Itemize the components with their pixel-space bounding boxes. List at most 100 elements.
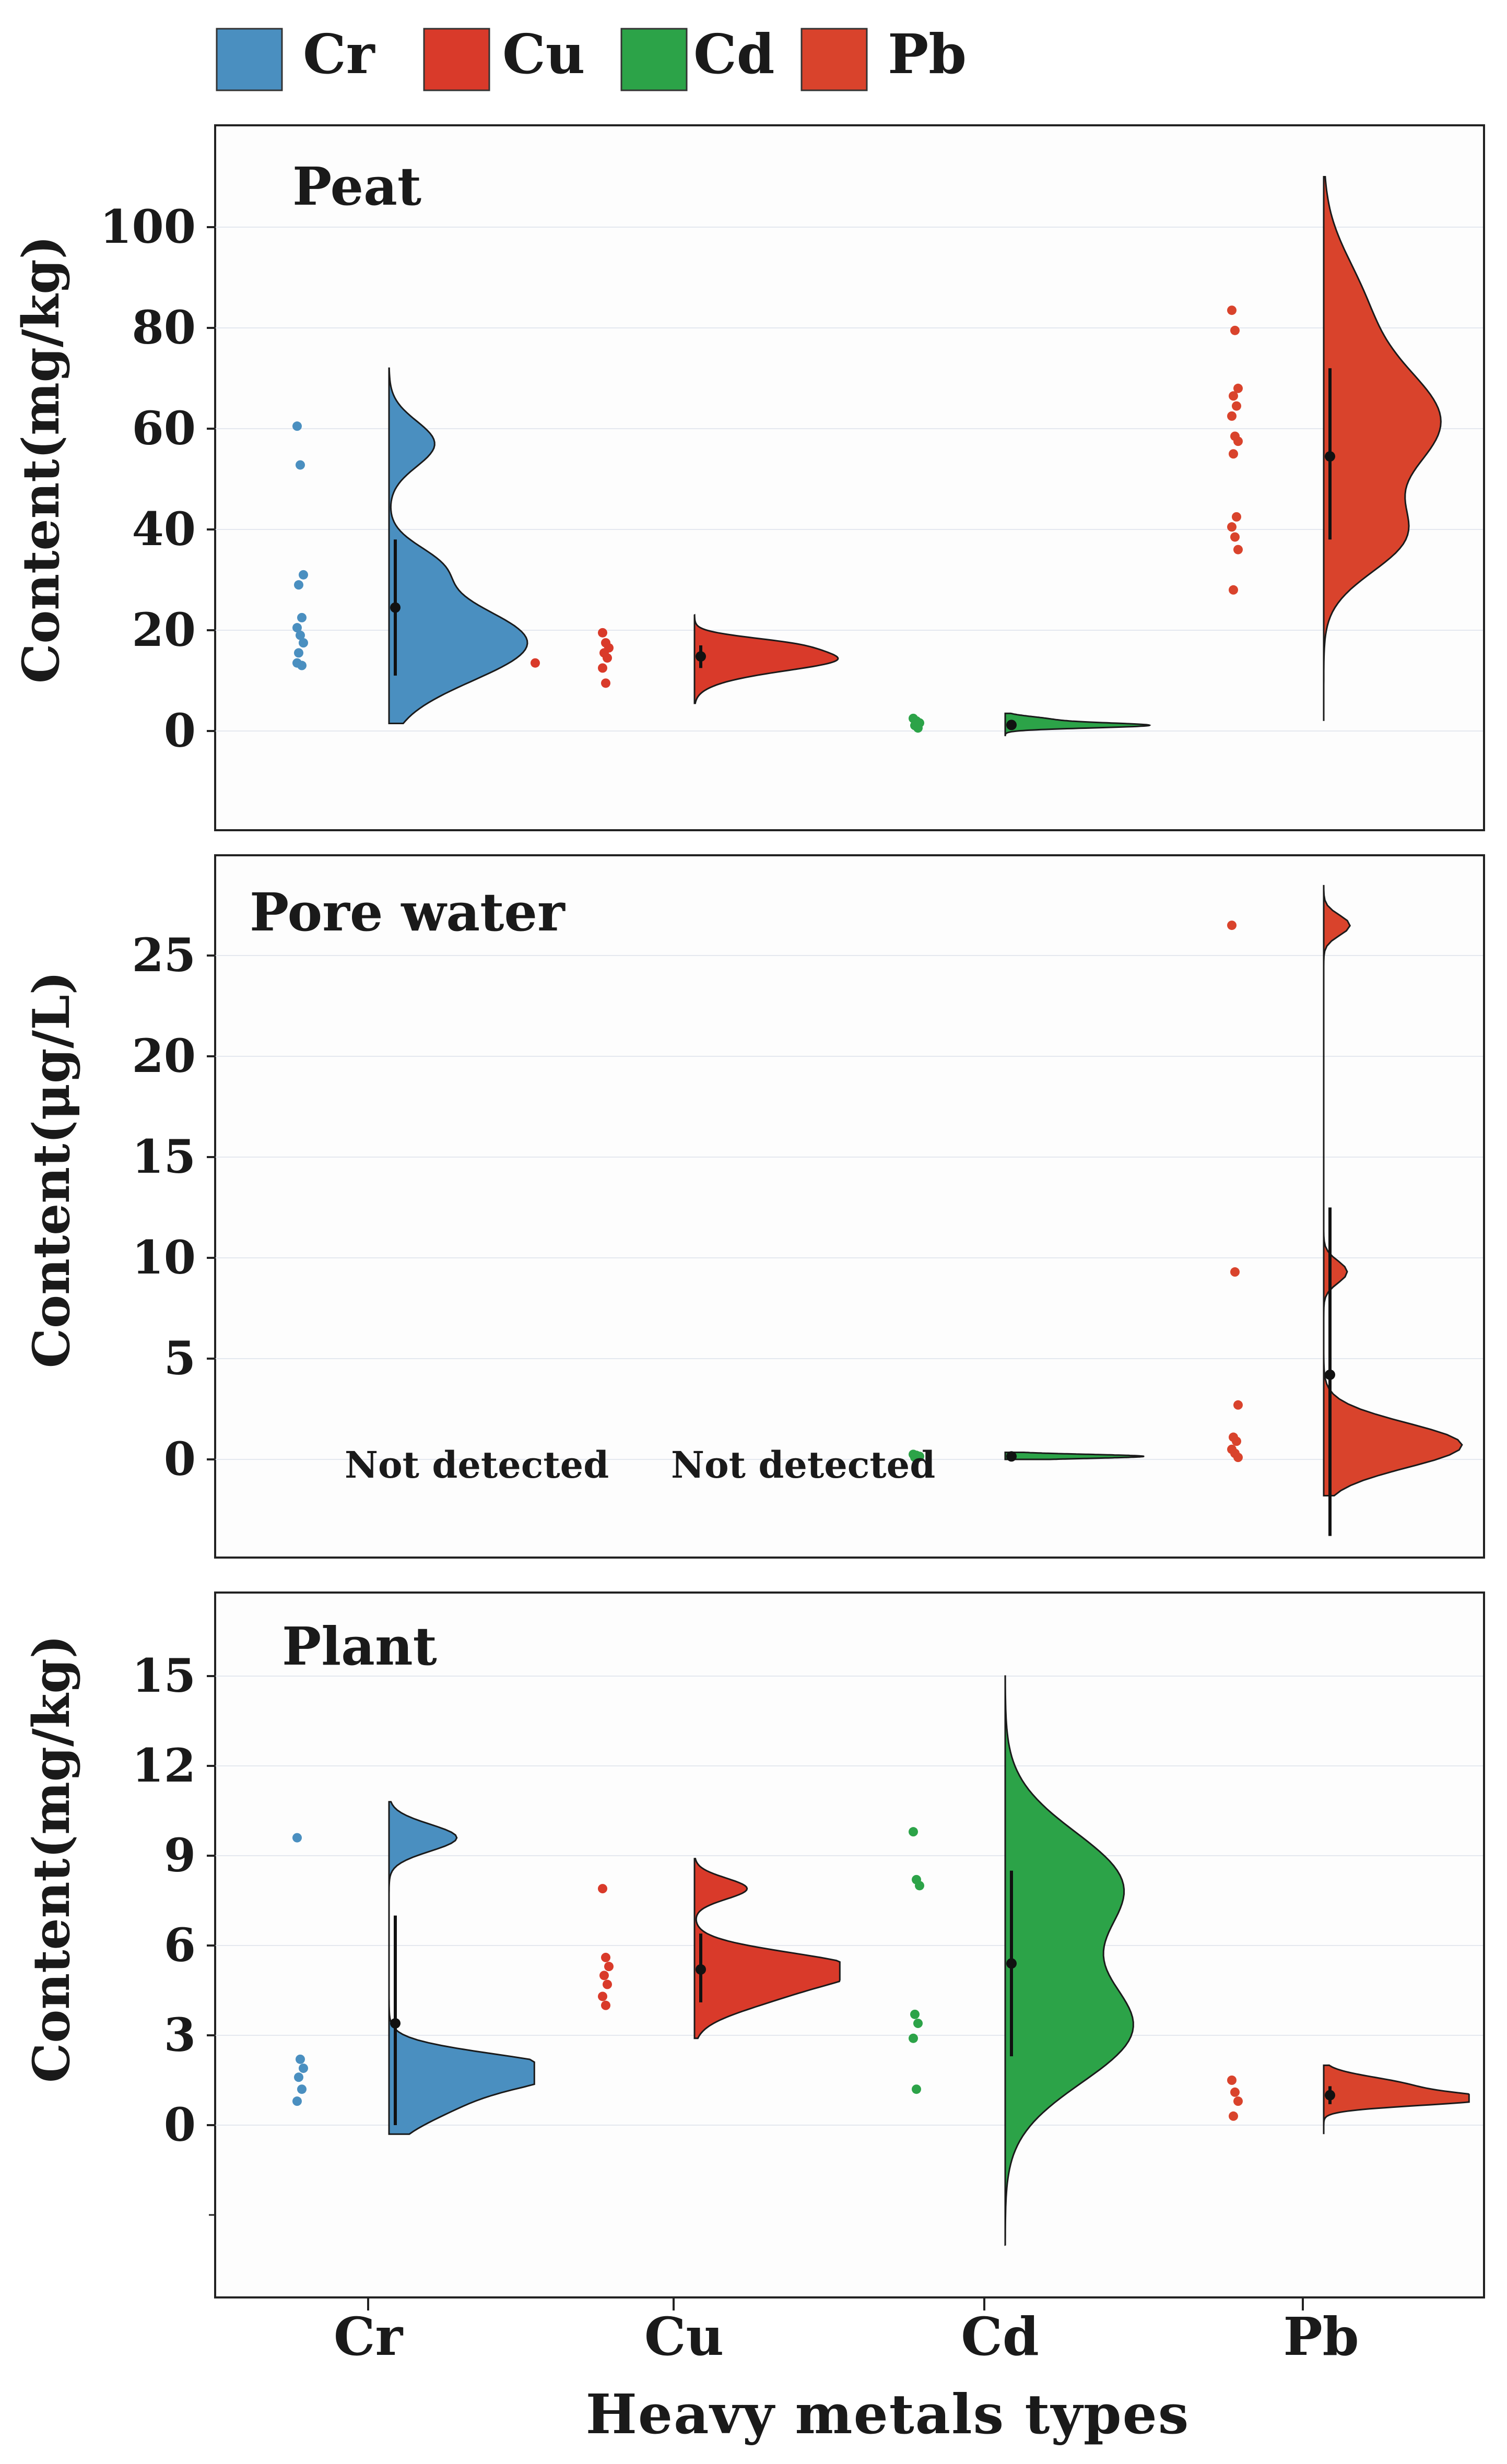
data-point-porewater-pb (1227, 921, 1237, 930)
data-point-peat-pb (1227, 522, 1237, 532)
panel-porewater-frame (214, 854, 1485, 1559)
data-point-plant-cr (296, 2054, 305, 2064)
legend-swatch-cu (423, 28, 490, 91)
data-point-peat-cr (292, 658, 302, 668)
x-tick-label-cu: Cu (644, 2306, 724, 2367)
y-tick-label-peat-40: 40 (132, 502, 196, 556)
legend-label-cd: Cd (693, 22, 775, 86)
mean-point-plant-cd (1006, 1958, 1017, 1969)
y-tick-label-porewater-15: 15 (132, 1129, 196, 1184)
data-point-plant-cu (599, 1971, 609, 1980)
data-point-peat-cr (292, 421, 302, 431)
data-point-peat-pb (1233, 545, 1243, 555)
y-tick-label-peat-60: 60 (132, 401, 196, 455)
violin-plant-cd (1004, 1675, 1134, 2246)
panel-title-porewater: Pore water (250, 881, 566, 943)
y-tick-label-porewater-5: 5 (164, 1331, 196, 1385)
y-tick-label-plant-0: 0 (164, 2097, 196, 2152)
data-point-peat-pb (1229, 449, 1238, 459)
data-point-plant-cu (601, 1952, 610, 1962)
violin-peat-cd (1004, 712, 1151, 737)
data-point-peat-cr (297, 612, 307, 622)
data-point-plant-cr (292, 2096, 302, 2106)
data-point-peat-cu (598, 663, 607, 673)
data-point-porewater-pb (1233, 1453, 1243, 1463)
data-point-peat-cu (603, 653, 612, 663)
data-point-plant-cu (598, 1991, 607, 2001)
data-point-peat-pb (1227, 305, 1237, 315)
mean-point-plant-pb (1325, 2090, 1335, 2101)
violin-porewater-pb (1323, 885, 1463, 1497)
data-point-plant-cr (299, 2064, 308, 2073)
y-tick-label-plant-15: 15 (132, 1648, 196, 1703)
mean-point-peat-cr (390, 602, 401, 613)
mean-point-peat-cd (1006, 720, 1017, 730)
violin-peat-pb (1323, 176, 1442, 721)
y-tick-label-plant-6: 6 (164, 1918, 196, 1972)
data-point-plant-cu (601, 2000, 610, 2010)
axes: 0 20 40 60 80 100 0 5 10 15 20 25 0 3 6 9 12 15 (100, 199, 1304, 2310)
y-tick-label-porewater-25: 25 (132, 928, 196, 982)
y-tick-label-peat-0: 0 (164, 703, 196, 758)
x-tick-label-cr: Cr (334, 2306, 404, 2367)
y-tick-label-plant-9: 9 (164, 1828, 196, 1882)
panel-title-plant: Plant (282, 1616, 437, 1677)
violin-plant-cu (693, 1858, 841, 2039)
data-point-plant-pb (1229, 2111, 1238, 2121)
data-point-peat-pb (1227, 411, 1237, 421)
violin-plant-pb (1323, 2064, 1470, 2135)
legend-swatch-pb (800, 28, 868, 91)
violin-plant-cr (388, 1801, 535, 2135)
gridlines (216, 227, 1483, 2126)
panel-title-peat: Peat (292, 156, 421, 217)
data-point-peat-cr (299, 638, 308, 648)
x-tick-label-cd: Cd (961, 2306, 1039, 2367)
mean-point-porewater-cd (1006, 1451, 1017, 1462)
data-point-plant-cr (297, 2084, 307, 2094)
data-point-peat-pb (1230, 325, 1240, 335)
data-point-plant-cr (292, 1833, 302, 1843)
data-point-plant-cd (909, 1827, 918, 1837)
legend-swatch-cr (216, 28, 283, 91)
data-point-plant-pb (1233, 2096, 1243, 2106)
data-point-peat-pb (1229, 585, 1238, 595)
y-tick-label-peat-20: 20 (132, 603, 196, 657)
y-tick-label-porewater-0: 0 (164, 1432, 196, 1486)
violin-porewater-cd (1004, 1451, 1145, 1460)
data-point-peat-pb (1233, 437, 1243, 446)
data-point-plant-cd (913, 2019, 923, 2029)
mean-point-peat-cu (696, 651, 706, 662)
legend-label-cr: Cr (303, 22, 375, 86)
mean-point-porewater-pb (1325, 1369, 1335, 1380)
data-point-peat-pb (1230, 532, 1240, 542)
violin-peat-cr (388, 367, 528, 725)
data-point-plant-cd (915, 1881, 924, 1891)
data-point-peat-pb (1233, 383, 1243, 393)
data-point-peat-cr (296, 460, 305, 470)
data-point-peat-cr (296, 630, 305, 640)
data-point-peat-pb (1232, 401, 1241, 411)
x-tick-label-pb: Pb (1283, 2306, 1359, 2367)
data-point-peat-cd (913, 723, 923, 733)
data-point-plant-pb (1230, 2087, 1240, 2097)
data-point-porewater-pb (1230, 1267, 1240, 1277)
y-tick-label-porewater-20: 20 (132, 1029, 196, 1083)
data-point-plant-cu (604, 1962, 614, 1972)
y-tick-label-peat-80: 80 (132, 300, 196, 355)
data-point-peat-cu-outlier (531, 658, 540, 668)
data-point-peat-cr (292, 623, 302, 633)
data-point-peat-pb (1229, 391, 1238, 401)
data-point-plant-cd (912, 2084, 921, 2094)
violin-peat-cu (693, 614, 839, 704)
data-point-peat-cr (299, 570, 308, 580)
data-point-plant-cu (598, 1884, 607, 1894)
y-tick-label-plant-3: 3 (164, 2008, 196, 2062)
y-tick-label-porewater-10: 10 (132, 1230, 196, 1284)
not-detected-label-cr: Not detected (345, 1443, 609, 1487)
y-tick-label-plant-12: 12 (132, 1738, 196, 1793)
legend-swatch-cd (620, 28, 688, 91)
data-point-peat-pb (1232, 512, 1241, 522)
data-point-peat-cr (294, 648, 303, 658)
not-detected-label-cu: Not detected (671, 1443, 935, 1487)
